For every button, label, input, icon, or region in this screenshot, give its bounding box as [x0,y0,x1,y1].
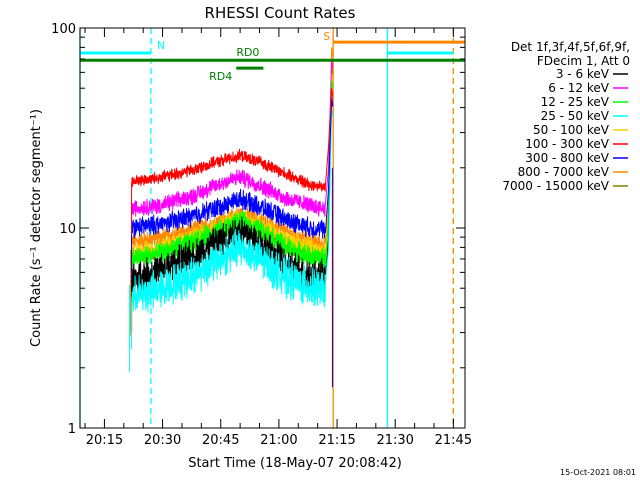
x-tick-label-3: 21:00 [260,433,297,448]
legend-label-4: 50 - 100 keV [533,123,610,137]
legend-label-1: 6 - 12 keV [548,81,610,95]
series-line-0 [131,97,334,332]
legend-label-3: 25 - 50 keV [541,109,610,123]
x-tick-label-1: 20:30 [144,433,181,448]
series-line-3 [131,107,334,350]
footer-date: 15-Oct-2021 08:01 [560,468,636,477]
chart-title: RHESSI Count Rates [205,4,356,22]
x-tick-label-4: 21:15 [318,433,355,448]
y-axis-label: Count Rate (s⁻¹ detector segment⁻¹) [29,109,44,347]
legend-header-line-2: FDecim 1, Att 0 [537,54,630,68]
series-line-1 [131,58,334,261]
x-tick-label-0: 20:15 [86,433,123,448]
x-tick-label-6: 21:45 [435,433,472,448]
y-tick-label-1: 10 [59,222,76,237]
legend-label-8: 7000 - 15000 keV [502,179,609,193]
legend-label-2: 12 - 25 keV [541,95,610,109]
x-axis-label: Start Time (18-May-07 20:08:42) [188,456,402,471]
series-line-5 [131,88,334,234]
flag-bars: N S RD0 RD4 [80,30,465,83]
legend-label-7: 800 - 7000 keV [518,165,610,179]
flag-label-0: N [157,39,165,52]
legend-label-5: 100 - 300 keV [525,137,609,151]
y-tick-label-0: 1 [68,422,76,437]
flag-label-4: RD4 [209,70,232,83]
legend-header-line-1: Det 1f,3f,4f,5f,6f,9f, [511,40,630,54]
y-tick-label-2: 100 [51,22,76,37]
flag-label-2: S [323,30,330,43]
plot-axes: 20:15 20:30 20:45 21:00 21:15 21:30 21:45 1 10 10… [51,22,472,448]
x-tick-label-2: 20:45 [202,433,239,448]
series-lines [129,47,334,388]
x-tick-label-5: 21:30 [376,433,413,448]
legend-label-0: 3 - 6 keV [556,67,610,81]
flag-label-3: RD0 [236,46,259,59]
legend-label-6: 300 - 800 keV [525,151,609,165]
series-line-6 [131,97,334,280]
